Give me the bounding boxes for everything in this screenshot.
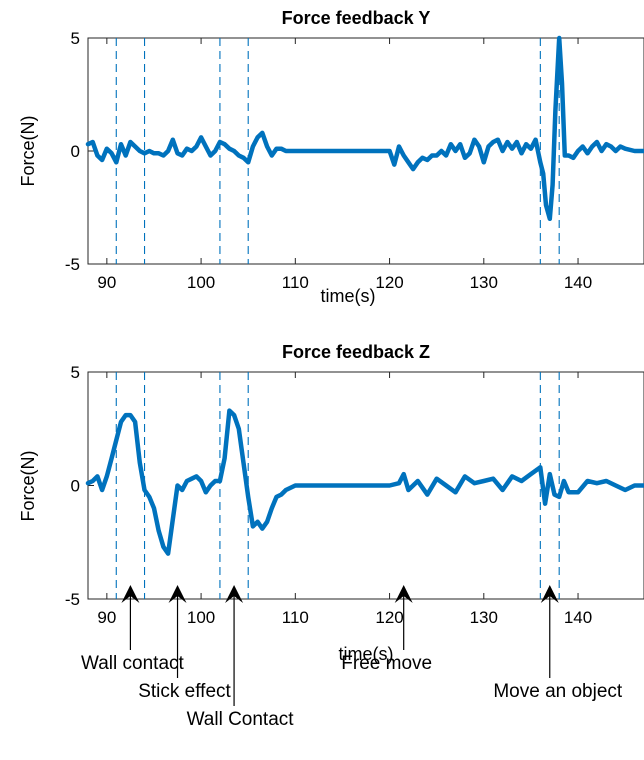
- y-tick-label: 5: [71, 363, 80, 382]
- y-tick-label: 0: [71, 477, 80, 496]
- annotation-label: Stick effect: [138, 681, 231, 702]
- y-tick-label: -5: [65, 255, 80, 274]
- annotation-arrow-head: [225, 585, 244, 603]
- force-y-series-line: [85, 35, 644, 222]
- x-tick-label: 90: [97, 608, 116, 627]
- annotation-label: Wall Contact: [187, 709, 295, 730]
- x-tick-label: 140: [564, 608, 592, 627]
- annotation-label: Wall contact: [81, 653, 184, 674]
- y-tick-label: -5: [65, 590, 80, 609]
- annotation-arrow-head: [540, 585, 559, 603]
- x-tick-label: 120: [375, 608, 403, 627]
- x-tick-label: 110: [282, 608, 309, 627]
- x-tick-label: 100: [187, 273, 215, 292]
- ticks-y: 90 100 110 120 130 140 -5 0 5: [65, 29, 592, 292]
- annotation-arrow-head: [168, 585, 187, 603]
- x-tick-label: 130: [470, 608, 498, 627]
- chart-title-z: Force feedback Z: [282, 342, 430, 362]
- annotations: Wall contact Stick effect Wall Contact Free…: [81, 585, 623, 730]
- x-axis-label-z: time(s): [339, 644, 394, 664]
- x-tick-label: 130: [470, 273, 498, 292]
- x-tick-label: 120: [375, 273, 403, 292]
- subplot-force-y: 90 100 110 120 130 140 -5 0 5 Force feedback Y t…: [18, 8, 644, 306]
- x-axis-label-y: time(s): [321, 286, 376, 306]
- ticks-z: 90 100 110 120 130 140 -5 0 5: [65, 363, 592, 627]
- event-lines-z: [115, 372, 560, 599]
- chart-title-y: Force feedback Y: [282, 8, 431, 28]
- x-tick-label: 90: [97, 273, 116, 292]
- y-axis-label-y: Force(N): [18, 116, 38, 187]
- annotation-label: Move an object: [493, 681, 623, 702]
- subplot-force-z: 90 100 110 120 130 140 -5 0 5 Force feedback Z t…: [18, 342, 644, 664]
- y-tick-label: 0: [71, 142, 80, 161]
- x-tick-label: 100: [187, 608, 215, 627]
- x-tick-label: 110: [282, 273, 309, 292]
- annotation-arrow-head: [121, 585, 140, 603]
- x-tick-label: 140: [564, 273, 592, 292]
- force-z-series-line: [85, 408, 644, 556]
- annotation-arrow-head: [394, 585, 413, 603]
- y-axis-label-z: Force(N): [18, 451, 38, 522]
- y-tick-label: 5: [71, 29, 80, 48]
- annotation-label: Free move: [341, 653, 432, 674]
- event-lines-y: [115, 38, 560, 264]
